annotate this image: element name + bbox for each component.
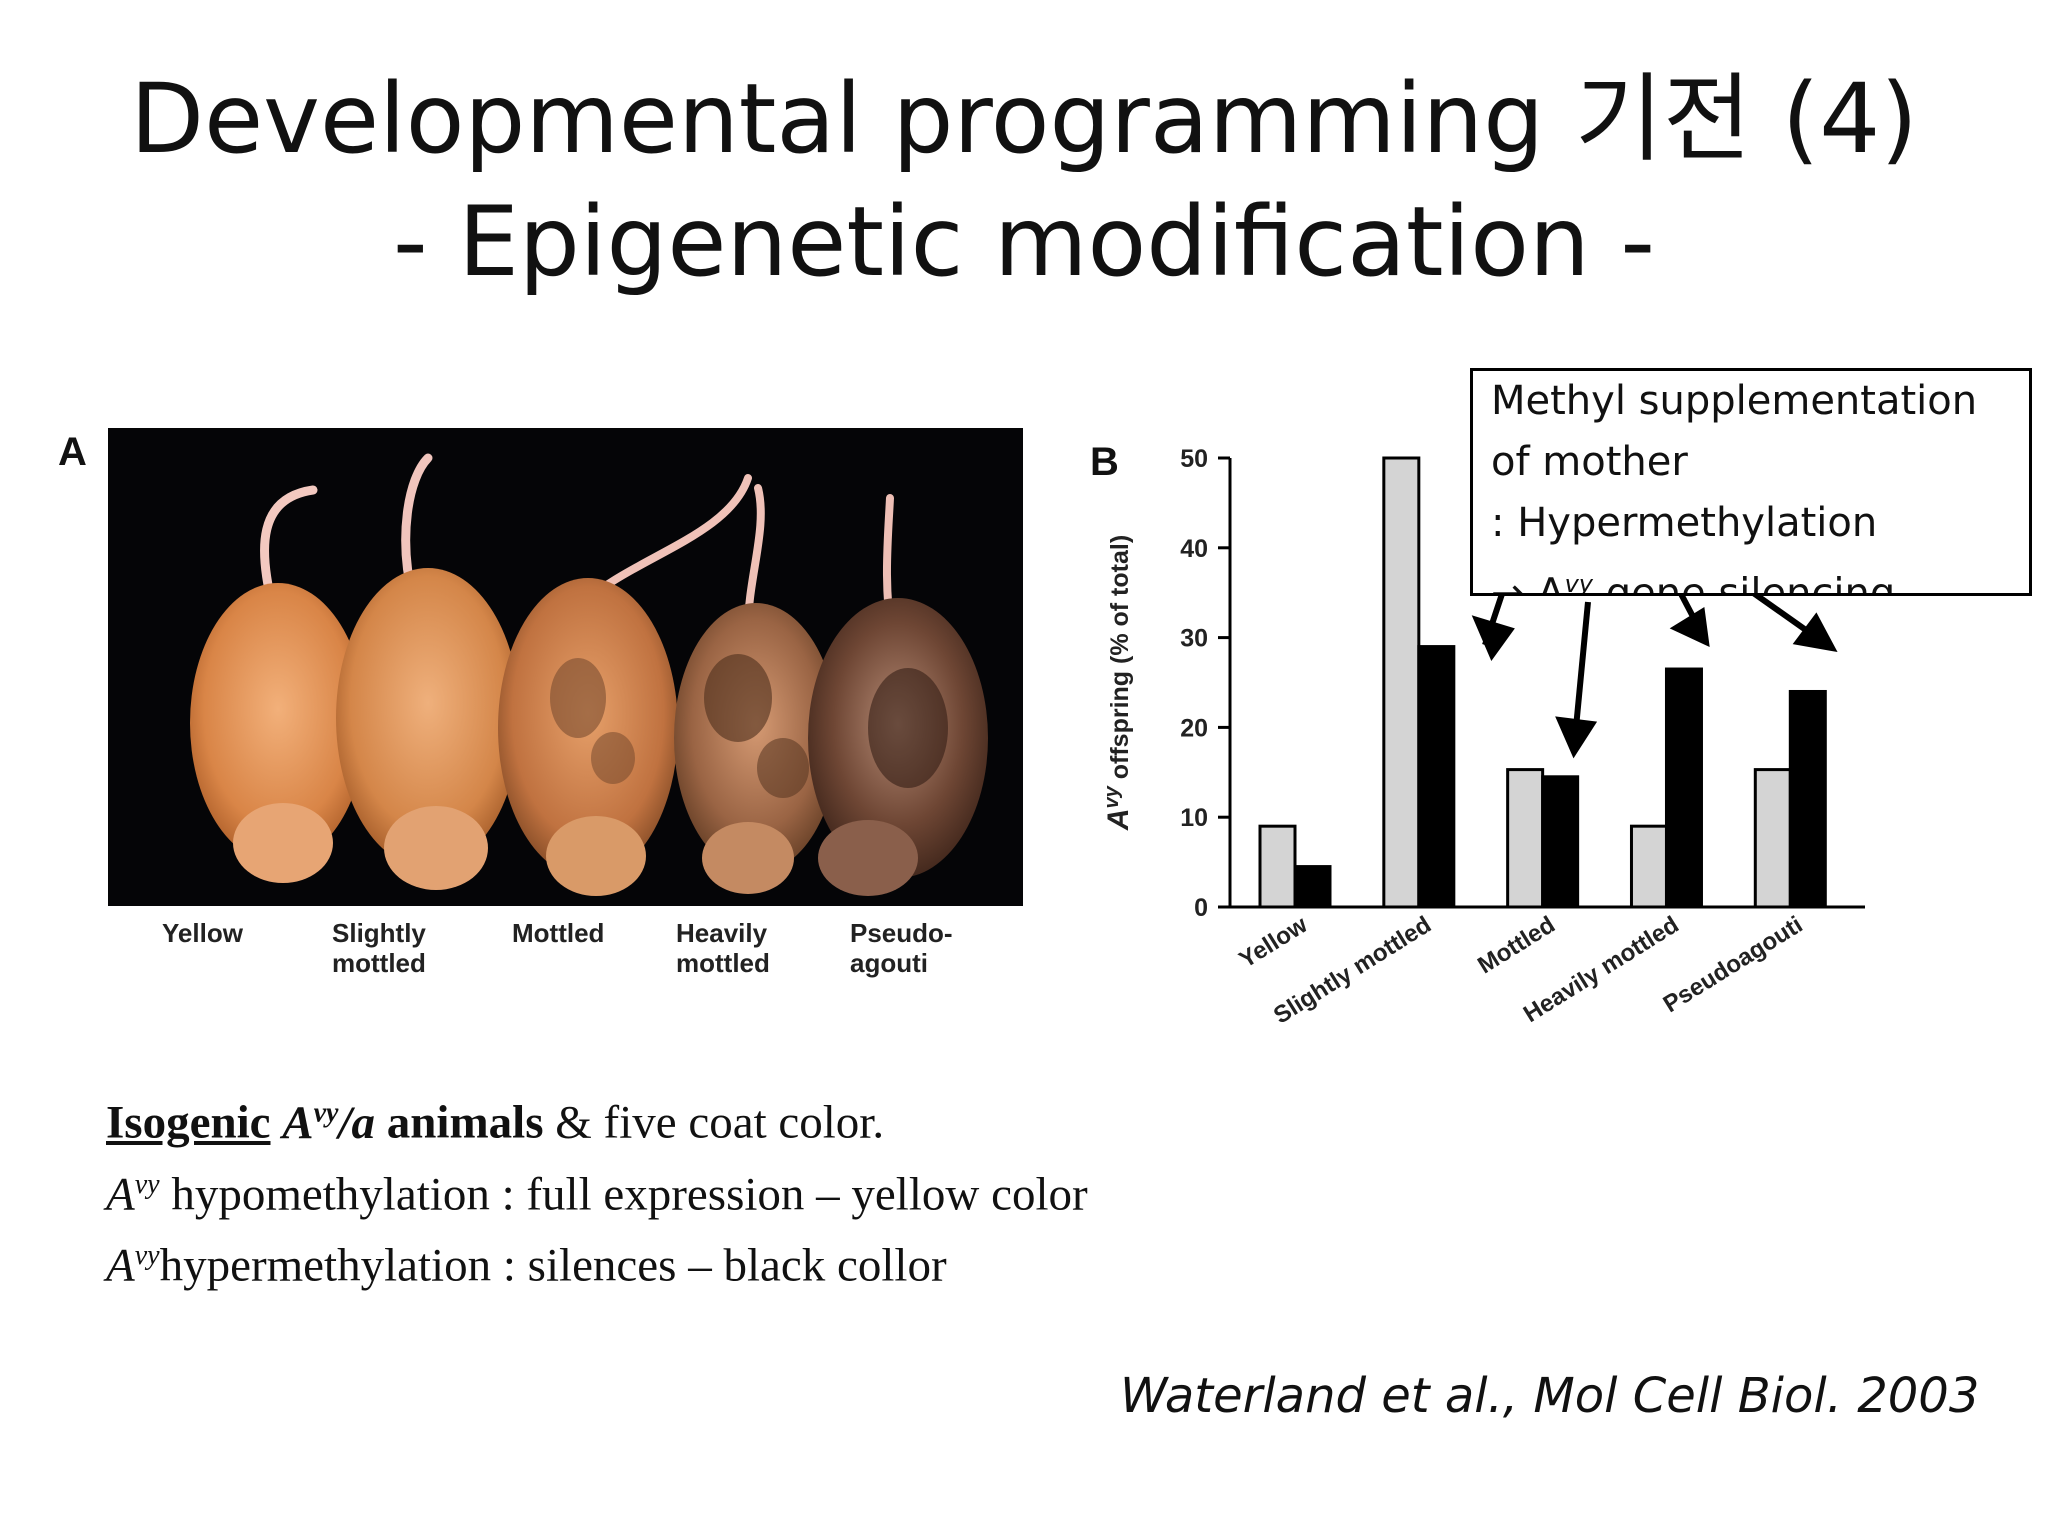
caption-line-1: Isogenic Avy/a animals & five coat color… [106,1096,885,1149]
bar [1664,667,1703,909]
coat-color-labels: Yellow Slightly mottled Mottled Heavily … [108,918,1023,988]
y-tick-label: 10 [1180,804,1208,832]
mouse-head [546,816,646,896]
y-tick-label: 50 [1180,445,1208,473]
y-tick-label: 20 [1180,714,1208,742]
mouse-head [384,806,488,890]
callout-line-4: → Avy gene silencing [1491,570,1896,596]
coat-label: Yellow [162,918,243,948]
y-tick-label: 40 [1180,535,1208,563]
callout-arrows [1471,569,1838,759]
y-tick-label: 0 [1194,894,1208,922]
y-tick-label: 30 [1180,625,1208,653]
mouse-head [818,820,918,896]
callout-line-3: : Hypermethylation [1491,500,1878,546]
callout-line-2: of mother [1491,439,1688,485]
mouse-slightly-mottled [336,568,520,868]
bar [1258,824,1297,909]
caption-line-3: Avyhypermethylation : silences – black c… [106,1239,947,1292]
bar [1541,775,1580,909]
bar [1293,865,1332,909]
bar [1788,689,1827,909]
citation: Waterland et al., Mol Cell Biol. 2003 [1120,1368,1980,1424]
coat-label: Pseudo- agouti [850,918,953,978]
figure-caption: Isogenic Avy/a animals & five coat color… [106,1082,1306,1297]
panel-a-letter: A [58,430,87,474]
bar [1753,768,1792,909]
bar [1506,768,1545,909]
caption-line-2: Avy hypomethylation : full expression – … [106,1168,1088,1221]
bar [1382,456,1421,909]
offspring-bar-chart: 0 10 20 30 40 50 Yellow Slightly mottled Mottle… [1080,420,1900,1060]
slide-title: Developmental programming 기전 (4) - Epige… [0,58,2048,304]
y-label-prefix: A [1102,808,1135,831]
title-line-1: Developmental programming 기전 (4) [130,63,1918,175]
y-label-sup: vy [1101,785,1123,808]
panel-b-letter: B [1090,440,1119,484]
mice-photo [108,428,1023,906]
x-tick-label: Mottled [1473,911,1560,979]
x-tick-label: Yellow [1235,911,1313,974]
bar [1417,645,1456,909]
y-axis-label: Avy offspring (% of total) [1101,535,1135,831]
bar [1629,824,1668,909]
x-tick-label: Pseudoagouti [1659,911,1808,1018]
mouse-head [702,822,794,894]
mouse-head [233,803,333,883]
methyl-supplementation-callout: Methyl supplementation of mother : Hyper… [1470,368,2032,596]
y-label-text: offspring (% of total) [1106,535,1134,786]
coat-label: Mottled [512,918,605,948]
title-line-2: - Epigenetic modification - [393,185,1655,298]
coat-label: Slightly mottled [332,918,426,978]
callout-line-1: Methyl supplementation [1491,378,1978,424]
coat-label: Heavily mottled [676,918,770,978]
mouse-yellow [190,583,366,863]
